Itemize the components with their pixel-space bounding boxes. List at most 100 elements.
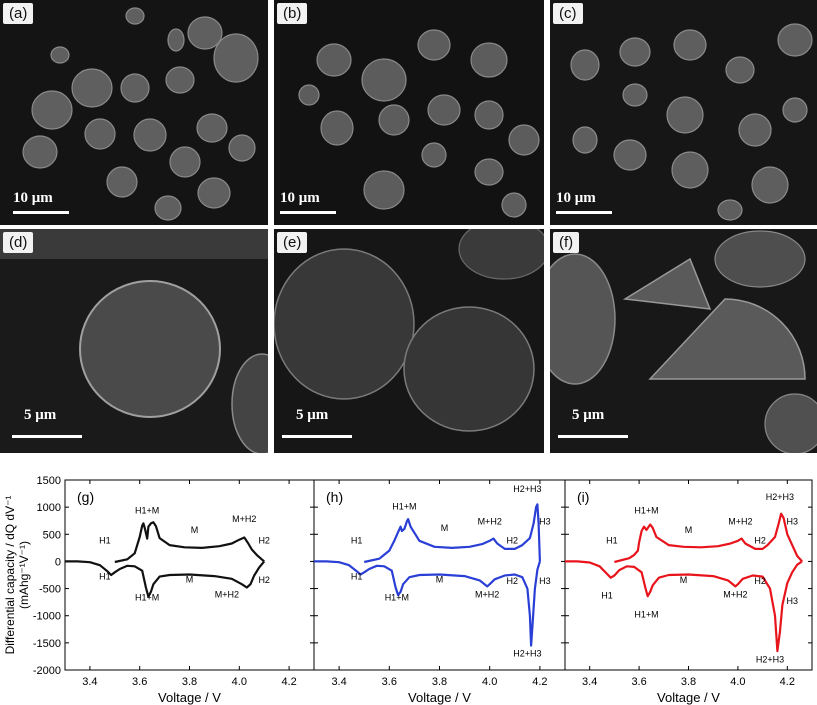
x-tick-label: 4.2 — [281, 676, 296, 688]
series-charge-curve — [363, 503, 541, 564]
dqdv-charts: 3.4 3.6 3.8 4.0 4.2 1500 1000 500 0 -500 -1000 -150… — [3, 475, 813, 705]
peak-annotation: H2+H3 — [756, 654, 784, 664]
micrograph-a: (a) 10 μm — [0, 0, 268, 225]
peak-annotation: H1+M — [135, 506, 159, 516]
peak-annotation: H3 — [786, 596, 798, 606]
peak-annotation: M+H2 — [728, 517, 752, 527]
x-tick-label: 3.6 — [631, 676, 646, 688]
peak-annotation: H1 — [601, 590, 613, 600]
peak-annotation: H2+H3 — [513, 484, 541, 494]
series-discharge-curve — [65, 560, 266, 598]
peak-annotation: H1 — [606, 536, 618, 546]
peak-annotation: M — [680, 575, 688, 585]
peak-annotation: H2 — [507, 536, 519, 546]
x-axis-label: Voltage / V — [158, 690, 221, 705]
panel-label-d: (d) — [3, 232, 34, 253]
peak-annotation: M — [685, 525, 693, 535]
scale-bar-b — [280, 211, 336, 214]
peak-annotation: H1+M — [135, 593, 159, 603]
y-tick-label: -500 — [39, 584, 61, 596]
scale-bar-label-f: 5 μm — [572, 407, 605, 423]
peak-annotation: H3 — [539, 517, 551, 527]
y-tick-label: -1000 — [33, 611, 61, 623]
peak-annotation: H1+M — [634, 609, 658, 619]
peak-annotation: H2 — [258, 536, 270, 546]
x-tick-label: 4.2 — [532, 676, 547, 688]
y-tick-label: 1000 — [37, 502, 61, 514]
scale-bar-label-a: 10 μm — [13, 190, 53, 206]
peak-annotation: H2 — [754, 536, 766, 546]
peak-annotation: M — [186, 575, 194, 585]
peak-annotation: H1 — [99, 536, 111, 546]
scale-bar-a — [13, 211, 69, 214]
peak-annotation: H2 — [754, 576, 766, 586]
x-tick-label: 3.6 — [132, 676, 147, 688]
peak-annotation: H2 — [507, 576, 519, 586]
y-tick-label: 500 — [43, 529, 61, 541]
peak-annotation: M+H2 — [215, 589, 239, 599]
panel-label-b: (b) — [277, 3, 308, 24]
scale-bar-c — [556, 211, 612, 214]
y-tick-label: -2000 — [33, 665, 61, 677]
sem-image-d — [0, 229, 268, 453]
x-tick-label: 3.8 — [432, 676, 447, 688]
x-tick-label: 3.6 — [382, 676, 397, 688]
panel-label-f: (f) — [553, 232, 580, 253]
chart-panel-label: (g) — [77, 489, 94, 505]
y-axis-label: Differential capacity / dQ dV⁻¹ — [3, 496, 17, 655]
panel-label-a: (a) — [3, 3, 34, 24]
x-tick-label: 3.4 — [331, 676, 346, 688]
x-axis-label: Voltage / V — [408, 690, 471, 705]
x-tick-label: 3.4 — [582, 676, 597, 688]
sem-image-f — [550, 229, 817, 453]
panel-label-c: (c) — [553, 3, 583, 24]
sem-image-b — [274, 0, 544, 225]
peak-annotation: M — [436, 575, 444, 585]
x-tick-label: 4.0 — [730, 676, 745, 688]
micrograph-b: (b) 10 μm — [274, 0, 544, 225]
y-tick-label: 1500 — [37, 475, 61, 487]
chart-panel-h: 3.4 3.6 3.8 4.0 4.2 Voltage / V (h) H2+H3 H1+M M M… — [313, 479, 566, 705]
peak-annotation: H1+M — [392, 501, 416, 511]
y-tick-label: -1500 — [33, 638, 61, 650]
chart-panel-label: (h) — [326, 489, 343, 505]
scale-bar-e — [282, 435, 352, 438]
peak-annotation: M+H2 — [478, 517, 502, 527]
y-tick-label: 0 — [55, 556, 61, 568]
x-tick-label: 3.8 — [182, 676, 197, 688]
scale-bar-label-b: 10 μm — [280, 190, 320, 206]
micrograph-f: (f) 5 μm — [550, 229, 817, 453]
peak-annotation: M+H2 — [723, 589, 747, 599]
sem-image-e — [274, 229, 544, 453]
y-axis-unit: (mAhg⁻¹V⁻¹) — [17, 541, 31, 609]
x-tick-label: 3.8 — [681, 676, 696, 688]
micrograph-e: (e) 5 μm — [274, 229, 544, 453]
micrograph-c: (c) 10 μm — [550, 0, 817, 225]
peak-annotation: M+H2 — [475, 589, 499, 599]
x-tick-label: 4.0 — [482, 676, 497, 688]
series-charge-curve — [114, 521, 265, 564]
peak-annotation: H2+H3 — [766, 492, 794, 502]
peak-annotation: M — [441, 523, 449, 533]
chart-panel-label: (i) — [577, 489, 589, 505]
peak-annotation: M+H2 — [232, 514, 256, 524]
peak-annotation: H1 — [351, 536, 363, 546]
peak-annotation: H2 — [258, 575, 270, 585]
sem-image-c — [550, 0, 817, 225]
peak-annotation: H1 — [351, 571, 363, 581]
peak-annotation: H1 — [99, 571, 111, 581]
x-tick-label: 4.2 — [780, 676, 795, 688]
peak-annotation: H2+H3 — [513, 648, 541, 658]
peak-annotation: H3 — [786, 517, 798, 527]
peak-annotation: H1+M — [634, 506, 658, 516]
series-charge-curve — [614, 512, 803, 564]
scale-bar-f — [558, 435, 628, 438]
peak-annotation: H3 — [539, 576, 551, 586]
scale-bar-d — [12, 435, 82, 438]
chart-panel-g: 3.4 3.6 3.8 4.0 4.2 1500 1000 500 0 -500 -1000 -150… — [33, 475, 315, 705]
panel-label-e: (e) — [277, 232, 308, 253]
series-discharge-curve — [565, 560, 803, 653]
peak-annotation: H1+M — [385, 593, 409, 603]
scale-bar-label-c: 10 μm — [556, 190, 596, 206]
chart-panel-i: 3.4 3.6 3.8 4.0 4.2 Voltage / V (i) H1+M H2+H3 H1… — [564, 479, 813, 705]
